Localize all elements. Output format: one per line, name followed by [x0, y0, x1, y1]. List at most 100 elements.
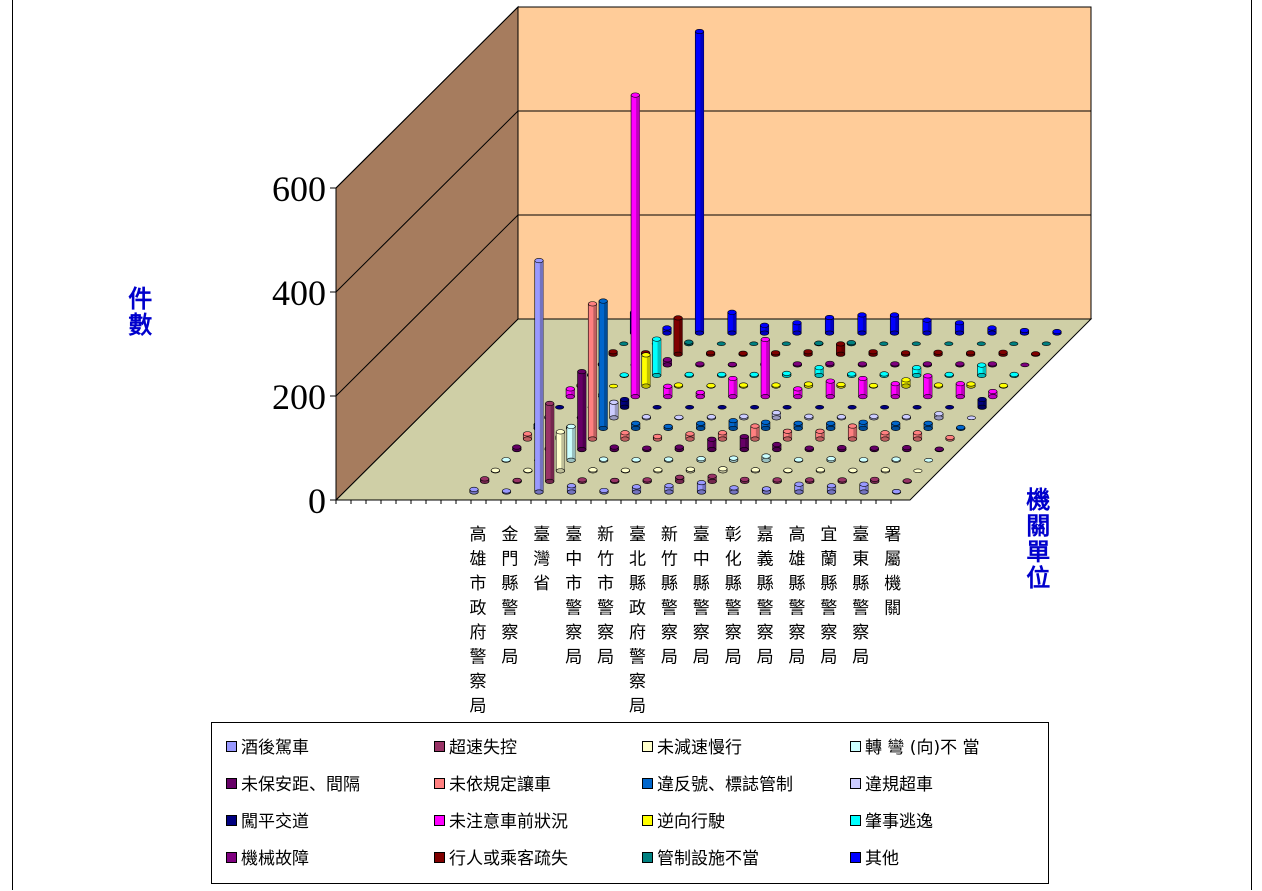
bar-top — [707, 473, 717, 479]
legend-item: 逆向行駛 — [642, 811, 725, 833]
bar — [901, 414, 911, 421]
bar — [739, 434, 749, 453]
bar-base — [761, 457, 771, 463]
bar-base — [545, 478, 555, 484]
bar-top — [728, 375, 738, 381]
bar — [922, 317, 932, 336]
bar-top — [868, 349, 878, 355]
bar-base — [793, 425, 803, 431]
bar-top — [740, 476, 750, 482]
x-tick-label: 縣 — [725, 574, 742, 594]
bar — [706, 350, 716, 357]
legend-swatch — [850, 778, 861, 789]
bar-shade — [669, 485, 674, 492]
bar-top — [794, 481, 804, 487]
bar-top — [555, 429, 565, 435]
bar-base — [825, 394, 835, 400]
x-tick-label: 局 — [597, 648, 614, 668]
bar-top — [814, 340, 824, 346]
bar-shade — [864, 422, 868, 429]
y-tick-label: 0 — [308, 481, 326, 521]
bar-base — [759, 330, 770, 336]
bar-top — [815, 428, 825, 434]
bar — [880, 467, 890, 474]
bar-top — [480, 476, 490, 482]
x-tick-label: 察 — [565, 623, 582, 643]
x-tick-label: 臺 — [693, 525, 710, 545]
bar-top — [826, 420, 836, 426]
bar-top — [588, 467, 598, 473]
bar-shade — [690, 433, 695, 440]
bar-top — [673, 315, 683, 321]
bar-top — [826, 483, 837, 489]
floor-marker — [815, 405, 825, 410]
bar — [663, 383, 673, 400]
bar-shade — [614, 402, 619, 418]
x-tick-label: 警 — [565, 599, 582, 619]
bar — [588, 467, 598, 474]
bar-top — [923, 420, 933, 426]
bar-top — [837, 445, 847, 451]
bar — [565, 386, 575, 400]
bar-top — [534, 258, 544, 264]
bar — [870, 476, 880, 484]
bar-base — [761, 425, 771, 431]
bar-top — [933, 382, 944, 388]
x-tick-label: 市 — [565, 574, 582, 594]
bar-top — [663, 383, 673, 389]
bar-top — [922, 317, 932, 323]
bar-shade — [668, 359, 672, 365]
x-tick-label: 臺 — [852, 525, 869, 545]
bar-shade — [636, 95, 640, 397]
bar-top — [619, 372, 629, 378]
bar-top — [944, 371, 954, 377]
floor-marker — [716, 341, 726, 346]
bar-top — [869, 413, 879, 419]
bar — [803, 349, 813, 357]
bar-base — [750, 436, 760, 442]
chart-gridlines — [335, 6, 1091, 397]
bar-top — [717, 430, 728, 436]
x-axis-labels: 高雄市政府警察局金門縣警察局臺灣省臺中市警察局新竹市警察局臺北縣政府警察局新竹縣… — [470, 525, 902, 717]
bar-shade — [571, 426, 576, 461]
bar-shade — [668, 386, 673, 397]
bar-base — [987, 330, 997, 336]
legend-label: 機械故障 — [241, 849, 309, 869]
bar-shade — [713, 476, 717, 482]
bar-shade — [960, 322, 964, 334]
bar — [934, 411, 944, 421]
bar — [868, 383, 879, 389]
bar-top — [824, 315, 835, 321]
bar — [760, 336, 770, 400]
bar-base — [977, 372, 987, 378]
bar-shade — [992, 327, 997, 334]
bar-base — [889, 330, 900, 336]
bar — [794, 481, 804, 495]
bar — [739, 413, 749, 421]
bar-shade — [755, 426, 760, 440]
legend-swatch — [850, 852, 861, 863]
bar-top — [825, 360, 835, 366]
x-tick-label: 彰 — [725, 525, 742, 545]
x-tick-label: 警 — [789, 599, 806, 619]
x-tick-label: 嘉 — [757, 525, 774, 545]
legend-item: 機械故障 — [226, 848, 309, 870]
bar-shade — [667, 327, 672, 334]
bar — [674, 414, 684, 421]
x-tick-label: 局 — [725, 648, 742, 668]
bar — [761, 419, 771, 431]
x-tick-label: 縣 — [661, 574, 678, 594]
x-tick-label: 局 — [501, 648, 518, 668]
bar-shade — [798, 388, 803, 397]
x-tick-label: 關 — [884, 599, 901, 619]
bar — [966, 350, 976, 357]
bar-shade — [723, 432, 727, 440]
legend-item: 肇事逃逸 — [850, 811, 933, 833]
floor-marker — [717, 405, 727, 410]
bar-top — [846, 340, 856, 346]
x-tick-label: 警 — [757, 599, 774, 619]
bar — [566, 423, 576, 463]
bar-top — [653, 467, 663, 473]
bar — [608, 349, 618, 357]
x-tick-label: 察 — [629, 672, 646, 692]
